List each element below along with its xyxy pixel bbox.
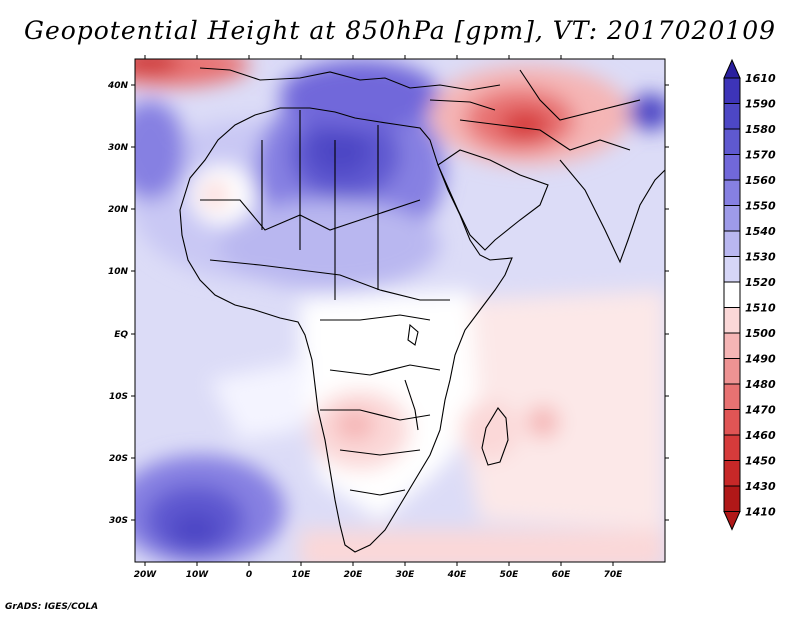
colorbar-level-label: 1520 [745, 276, 776, 289]
lat-label-30s: 30S [109, 516, 128, 526]
colorbar-cell [723, 154, 741, 181]
colorbar-cell [723, 205, 741, 232]
lat-label-20s: 20S [109, 454, 128, 464]
colorbar-cell [723, 179, 741, 206]
colorbar-level-label: 1500 [745, 327, 776, 340]
latitude-axis: 40N 30N 20N 10N EQ 10S 20S 30S [107, 81, 669, 526]
colorbar-level-label: 1490 [745, 353, 776, 366]
colorbar-cell [723, 103, 741, 130]
lon-label-50e: 50E [500, 570, 520, 580]
lat-label-20n: 20N [108, 205, 129, 215]
colorbar-cell [723, 383, 741, 410]
colorbar-level-label: 1430 [745, 480, 776, 493]
lat-label-10n: 10N [108, 267, 129, 277]
lat-label-eq: EQ [114, 330, 128, 340]
lat-label-30n: 30N [108, 143, 129, 153]
colorbar-level-label: 1410 [745, 506, 776, 519]
map-frame [134, 58, 666, 563]
colorbar-level-label: 1550 [745, 200, 776, 213]
colorbar-level-label: 1560 [745, 174, 776, 187]
colorbar-level-label: 1470 [745, 404, 776, 417]
map-title: Geopotential Height at 850hPa [gpm], VT:… [23, 16, 777, 45]
lon-label-20w: 20W [134, 570, 158, 580]
colorbar-cell [723, 434, 741, 461]
colorbar-level-label: 1480 [745, 378, 776, 391]
colorbar-level-label: 1580 [745, 123, 776, 136]
colorbar-cell [723, 409, 741, 436]
lon-label-70e: 70E [604, 570, 624, 580]
lat-label-10s: 10S [109, 392, 128, 402]
lon-label-30e: 30E [396, 570, 416, 580]
colorbar-level-label: 1590 [745, 98, 776, 111]
lat-label-40n: 40N [107, 81, 129, 91]
lon-label-10e: 10E [292, 570, 312, 580]
colorbar-level-label: 1510 [745, 302, 776, 315]
colorbar-level-label: 1530 [745, 251, 776, 264]
colorbar-cell [723, 460, 741, 487]
colorbar: 1610 1590 1580 1570 1560 1550 1540 1530 1520 1510… [723, 58, 776, 531]
lon-label-0: 0 [246, 570, 252, 580]
lon-label-10w: 10W [186, 570, 210, 580]
height-field [135, 59, 665, 562]
colorbar-cap-bottom [723, 511, 741, 531]
colorbar-cell [723, 230, 741, 257]
colorbar-level-label: 1460 [745, 429, 776, 442]
colorbar-cell [723, 332, 741, 359]
colorbar-cell [723, 281, 741, 308]
colorbar-cap-top [723, 58, 741, 79]
longitude-axis: 20W 10W 0 10E 20E 30E 40E 50E 60E 70E [134, 55, 623, 580]
coastlines [179, 67, 665, 553]
colorbar-cell [723, 307, 741, 334]
colorbar-cell [723, 485, 741, 512]
colorbar-cell [723, 77, 741, 104]
colorbar-cell [723, 128, 741, 155]
lon-label-20e: 20E [344, 570, 364, 580]
colorbar-cell [723, 256, 741, 283]
colorbar-level-label: 1610 [745, 72, 776, 85]
colorbar-level-label: 1570 [745, 149, 776, 162]
colorbar-cell [723, 358, 741, 385]
colorbar-level-label: 1450 [745, 455, 776, 468]
grads-credit: GrADS: IGES/COLA [5, 602, 99, 612]
lon-label-60e: 60E [552, 570, 572, 580]
lon-label-40e: 40E [447, 570, 468, 580]
colorbar-level-label: 1540 [745, 225, 776, 238]
